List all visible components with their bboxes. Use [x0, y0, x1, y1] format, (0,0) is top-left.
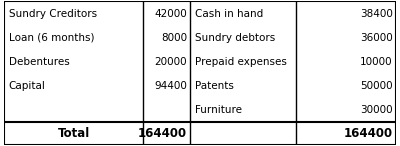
Text: Sundry debtors: Sundry debtors [195, 33, 275, 43]
Text: Debentures: Debentures [9, 57, 70, 67]
Text: 42000: 42000 [154, 9, 187, 19]
Text: 38400: 38400 [360, 9, 393, 19]
Text: Total: Total [58, 127, 90, 140]
Text: Loan (6 months): Loan (6 months) [9, 33, 94, 43]
Text: 164400: 164400 [138, 127, 187, 140]
Text: 36000: 36000 [360, 33, 393, 43]
Text: Prepaid expenses: Prepaid expenses [195, 57, 287, 67]
Text: Cash in hand: Cash in hand [195, 9, 263, 19]
Text: Furniture: Furniture [195, 105, 242, 115]
Text: 30000: 30000 [360, 105, 393, 115]
Text: 8000: 8000 [161, 33, 187, 43]
Text: Patents: Patents [195, 81, 234, 91]
Text: 164400: 164400 [344, 127, 393, 140]
Text: 20000: 20000 [154, 57, 187, 67]
Text: Sundry Creditors: Sundry Creditors [9, 9, 97, 19]
Text: Capital: Capital [9, 81, 46, 91]
Text: 10000: 10000 [360, 57, 393, 67]
Text: 50000: 50000 [360, 81, 393, 91]
Text: 94400: 94400 [154, 81, 187, 91]
